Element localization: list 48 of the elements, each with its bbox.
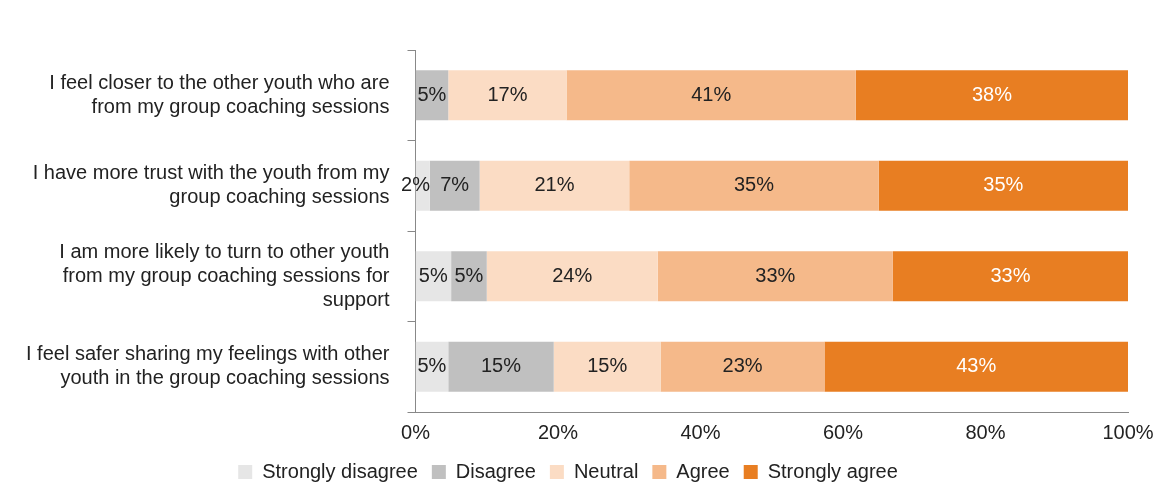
bar bbox=[657, 251, 893, 302]
data-label: 23% bbox=[722, 354, 763, 377]
data-label: 38% bbox=[971, 82, 1013, 105]
legend-label: Agree bbox=[676, 459, 730, 482]
bar bbox=[486, 251, 658, 302]
bar bbox=[629, 160, 879, 211]
x-tick-label: 40% bbox=[680, 420, 721, 443]
bar bbox=[892, 251, 1128, 302]
data-label: 5% bbox=[417, 82, 447, 105]
data-label: 33% bbox=[755, 263, 796, 286]
x-tick-label: 0% bbox=[401, 420, 431, 443]
x-tick-label: 20% bbox=[537, 420, 579, 443]
data-label: 5% bbox=[417, 354, 447, 377]
data-label: 5% bbox=[454, 263, 484, 286]
bar bbox=[855, 70, 1128, 121]
data-label: 2% bbox=[401, 173, 431, 196]
x-tick-label: 100% bbox=[1102, 420, 1154, 443]
bar bbox=[448, 70, 567, 121]
y-tick-label: I am more likely to turn to other youth from my group coaching sessions for support bbox=[59, 239, 390, 310]
bar bbox=[479, 160, 630, 211]
data-label: 15% bbox=[480, 354, 522, 377]
bar bbox=[824, 341, 1128, 392]
x-tick-label: 60% bbox=[822, 420, 864, 443]
y-tick-label: I feel safer sharing my feelings with other youth in the group coaching sessions bbox=[25, 342, 390, 389]
data-label: 35% bbox=[733, 173, 775, 196]
y-tick-label: I feel closer to the other youth who are from my group coaching sessions bbox=[49, 70, 390, 117]
legend-label: Strongly agree bbox=[767, 459, 898, 482]
legend-label: Neutral bbox=[573, 459, 639, 482]
legend-label: Disagree bbox=[455, 459, 536, 482]
data-label: 15% bbox=[587, 354, 628, 377]
bar bbox=[660, 341, 825, 392]
x-tick-label: 80% bbox=[965, 420, 1006, 443]
data-label: 17% bbox=[487, 82, 528, 105]
bar bbox=[566, 70, 856, 121]
data-label: 5% bbox=[418, 263, 448, 286]
data-label: 21% bbox=[534, 173, 575, 196]
data-label: 35% bbox=[983, 173, 1024, 196]
bar bbox=[448, 341, 554, 392]
data-label: 43% bbox=[956, 354, 997, 377]
data-label: 41% bbox=[691, 82, 732, 105]
data-label: 7% bbox=[440, 173, 470, 196]
y-tick-label: I have more trust with the youth from my group coaching sessions bbox=[32, 161, 390, 208]
data-label: 24% bbox=[552, 263, 593, 286]
bar bbox=[878, 160, 1128, 211]
bar bbox=[429, 160, 480, 211]
data-label: 33% bbox=[990, 263, 1031, 286]
legend-label: Strongly disagree bbox=[262, 459, 418, 482]
bar bbox=[553, 341, 661, 392]
